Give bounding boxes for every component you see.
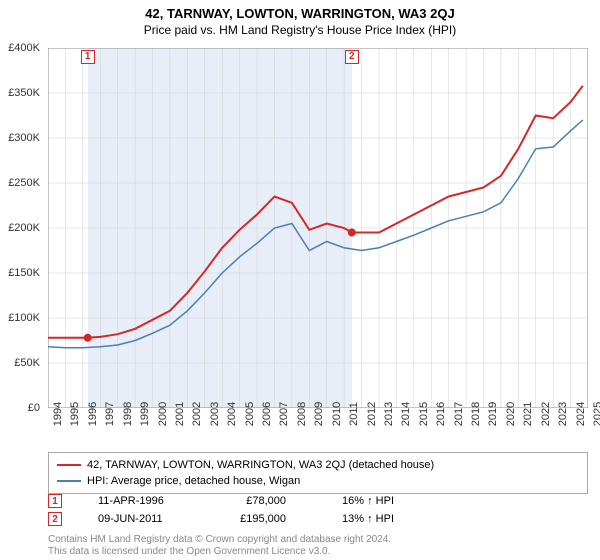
event-marker-icon: 1: [48, 494, 62, 508]
x-tick-label: 2014: [400, 402, 412, 426]
y-axis: £0£50K£100K£150K£200K£250K£300K£350K£400…: [0, 48, 44, 408]
x-tick-label: 1995: [69, 402, 81, 426]
attribution: Contains HM Land Registry data © Crown c…: [48, 534, 391, 558]
event-delta: 16% ↑ HPI: [314, 495, 394, 507]
event-row: 1 11-APR-1996 £78,000 16% ↑ HPI: [48, 492, 588, 510]
event-marker-2: 2: [345, 50, 359, 64]
x-tick-label: 2000: [157, 402, 169, 426]
event-marker-icon: 2: [48, 512, 62, 526]
attribution-line2: This data is licensed under the Open Gov…: [48, 546, 391, 558]
legend-swatch: [57, 464, 81, 466]
event-row: 2 09-JUN-2011 £195,000 13% ↑ HPI: [48, 510, 588, 528]
x-tick-label: 2001: [174, 402, 186, 426]
event-marker-1: 1: [81, 50, 95, 64]
x-tick-label: 2010: [331, 402, 343, 426]
legend: 42, TARNWAY, LOWTON, WARRINGTON, WA3 2QJ…: [48, 452, 588, 494]
x-tick-label: 2021: [522, 402, 534, 426]
y-tick-label: £400K: [8, 42, 40, 54]
legend-item: HPI: Average price, detached house, Wiga…: [57, 473, 579, 489]
x-tick-label: 1996: [87, 402, 99, 426]
event-table: 1 11-APR-1996 £78,000 16% ↑ HPI 2 09-JUN-2011…: [48, 492, 588, 528]
x-tick-label: 2015: [418, 402, 430, 426]
plot-svg: [48, 48, 588, 408]
x-tick-label: 2005: [244, 402, 256, 426]
y-tick-label: £200K: [8, 222, 40, 234]
x-tick-label: 2013: [383, 402, 395, 426]
legend-label: 42, TARNWAY, LOWTON, WARRINGTON, WA3 2QJ…: [87, 459, 434, 471]
chart-subtitle: Price paid vs. HM Land Registry's House …: [0, 21, 600, 41]
event-date: 09-JUN-2011: [98, 513, 188, 525]
x-tick-label: 2002: [191, 402, 203, 426]
x-tick-label: 2024: [575, 402, 587, 426]
plot-area: 12: [48, 48, 588, 408]
x-tick-label: 1994: [52, 402, 64, 426]
y-tick-label: £300K: [8, 132, 40, 144]
x-tick-label: 2022: [540, 402, 552, 426]
x-tick-label: 2017: [453, 402, 465, 426]
x-tick-label: 2020: [505, 402, 517, 426]
x-tick-label: 2007: [278, 402, 290, 426]
x-tick-label: 2019: [487, 402, 499, 426]
event-delta: 13% ↑ HPI: [314, 513, 394, 525]
y-tick-label: £100K: [8, 312, 40, 324]
x-tick-label: 1999: [139, 402, 151, 426]
x-tick-label: 2003: [209, 402, 221, 426]
x-tick-label: 2009: [313, 402, 325, 426]
event-price: £78,000: [216, 495, 286, 507]
x-tick-label: 1997: [104, 402, 116, 426]
event-date: 11-APR-1996: [98, 495, 188, 507]
y-tick-label: £350K: [8, 87, 40, 99]
legend-label: HPI: Average price, detached house, Wiga…: [87, 475, 300, 487]
y-tick-label: £150K: [8, 267, 40, 279]
chart-title: 42, TARNWAY, LOWTON, WARRINGTON, WA3 2QJ: [0, 0, 600, 21]
legend-item: 42, TARNWAY, LOWTON, WARRINGTON, WA3 2QJ…: [57, 457, 579, 473]
x-tick-label: 2006: [261, 402, 273, 426]
legend-swatch: [57, 480, 81, 482]
y-tick-label: £250K: [8, 177, 40, 189]
x-tick-label: 1998: [122, 402, 134, 426]
x-tick-label: 2011: [348, 402, 360, 426]
y-tick-label: £0: [28, 402, 40, 414]
y-tick-label: £50K: [14, 357, 40, 369]
x-tick-label: 2025: [592, 402, 600, 426]
x-tick-label: 2012: [366, 402, 378, 426]
x-tick-label: 2018: [470, 402, 482, 426]
x-tick-label: 2016: [435, 402, 447, 426]
attribution-line1: Contains HM Land Registry data © Crown c…: [48, 534, 391, 546]
chart-container: 42, TARNWAY, LOWTON, WARRINGTON, WA3 2QJ…: [0, 0, 600, 560]
event-price: £195,000: [216, 513, 286, 525]
x-tick-label: 2008: [296, 402, 308, 426]
x-tick-label: 2023: [557, 402, 569, 426]
x-tick-label: 2004: [226, 402, 238, 426]
